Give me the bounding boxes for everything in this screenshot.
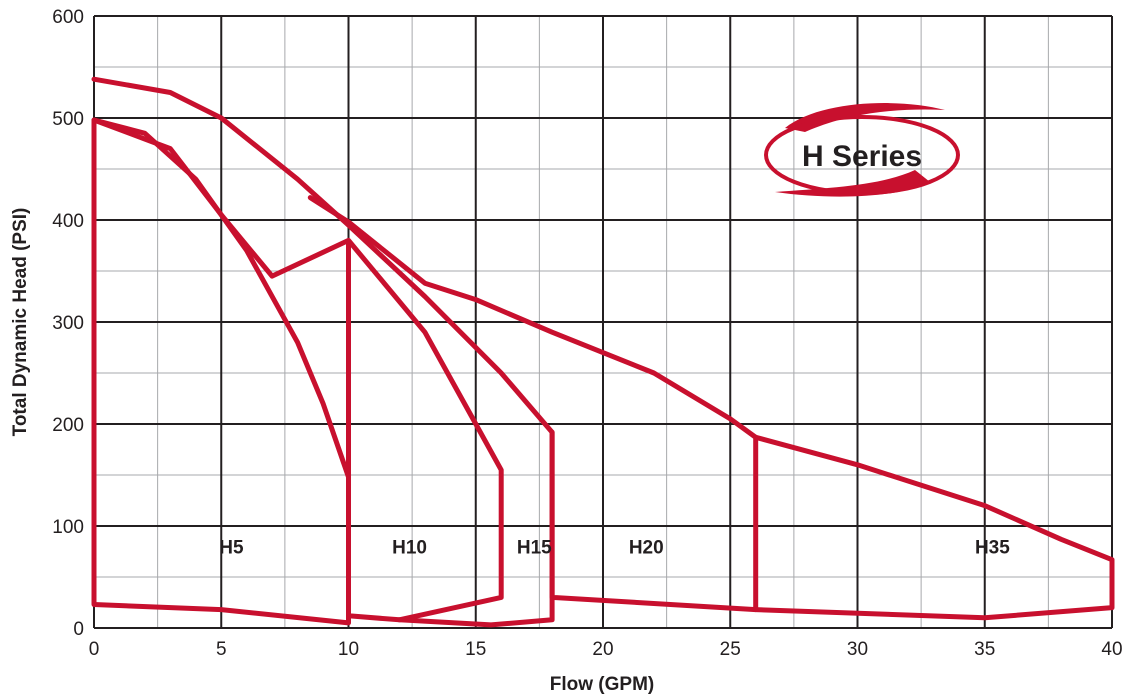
y-tick-label: 400 — [52, 211, 84, 232]
zone-label-h35: H35 — [975, 538, 1010, 559]
pump-curves — [91, 76, 1115, 628]
y-tick-label: 100 — [52, 517, 84, 538]
x-tick-label: 5 — [216, 639, 227, 660]
x-axis-title: Flow (GPM) — [550, 674, 654, 695]
zone-label-h10: H10 — [392, 538, 427, 559]
curve-h15 — [91, 76, 555, 628]
badge-ring — [764, 115, 960, 195]
curve-h20 — [307, 195, 759, 613]
x-tick-label: 35 — [974, 639, 995, 660]
zone-label-h15: H15 — [517, 538, 552, 559]
zone-label-h20: H20 — [629, 538, 664, 559]
curve-h35 — [753, 434, 1115, 621]
major-gridlines — [93, 15, 1113, 629]
y-tick-label: 300 — [52, 313, 84, 334]
zone-label-h5: H5 — [219, 538, 244, 559]
x-tick-label: 25 — [720, 639, 741, 660]
x-tick-label: 0 — [89, 639, 100, 660]
zone-labels: H5 H10 H15 H20 H35 — [219, 538, 1010, 559]
x-tick-label: 20 — [592, 639, 613, 660]
badge-swoosh-top — [785, 103, 945, 132]
h-series-badge: H Series — [764, 103, 960, 197]
x-tick-label: 30 — [847, 639, 868, 660]
y-tick-label: 500 — [52, 109, 84, 130]
curve-h10 — [91, 117, 504, 623]
curve-h5 — [91, 117, 351, 626]
y-tick-label: 0 — [73, 619, 84, 640]
y-tick-label: 600 — [52, 7, 84, 28]
y-axis-title: Total Dynamic Head (PSI) — [10, 208, 31, 437]
x-tick-label: 15 — [465, 639, 486, 660]
y-tick-label: 200 — [52, 415, 84, 436]
x-tick-label: 10 — [338, 639, 359, 660]
x-tick-label: 40 — [1101, 639, 1122, 660]
badge-text: H Series — [802, 140, 922, 173]
